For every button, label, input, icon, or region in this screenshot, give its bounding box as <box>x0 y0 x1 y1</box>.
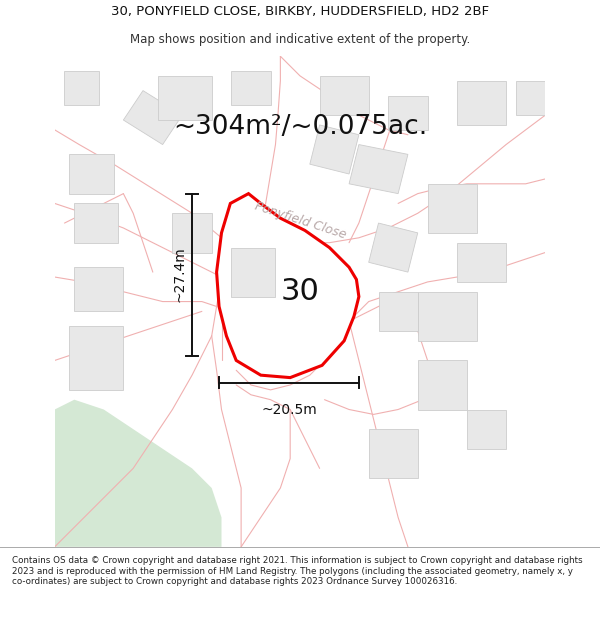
Text: 30: 30 <box>281 278 319 306</box>
Polygon shape <box>124 91 182 144</box>
Polygon shape <box>217 194 359 378</box>
Polygon shape <box>388 96 428 130</box>
Polygon shape <box>516 81 545 115</box>
Polygon shape <box>349 144 408 194</box>
Polygon shape <box>368 223 418 272</box>
Text: ~20.5m: ~20.5m <box>261 402 317 416</box>
Polygon shape <box>418 361 467 409</box>
Polygon shape <box>232 248 275 297</box>
Polygon shape <box>310 125 359 174</box>
Polygon shape <box>428 184 476 233</box>
Polygon shape <box>55 400 221 547</box>
Polygon shape <box>70 326 124 390</box>
Text: Contains OS data © Crown copyright and database right 2021. This information is : Contains OS data © Crown copyright and d… <box>12 556 583 586</box>
Polygon shape <box>467 409 506 449</box>
Polygon shape <box>457 81 506 125</box>
Polygon shape <box>64 71 99 105</box>
Text: Ponyfield Close: Ponyfield Close <box>253 199 347 241</box>
Polygon shape <box>232 71 271 105</box>
Polygon shape <box>320 76 368 115</box>
Text: ~27.4m: ~27.4m <box>173 247 187 302</box>
Polygon shape <box>70 154 113 194</box>
Polygon shape <box>172 213 212 253</box>
Text: 30, PONYFIELD CLOSE, BIRKBY, HUDDERSFIELD, HD2 2BF: 30, PONYFIELD CLOSE, BIRKBY, HUDDERSFIEL… <box>111 5 489 18</box>
Polygon shape <box>74 204 118 242</box>
Polygon shape <box>158 76 212 120</box>
Polygon shape <box>457 242 506 282</box>
Polygon shape <box>418 292 476 341</box>
Polygon shape <box>379 292 418 331</box>
Text: Map shows position and indicative extent of the property.: Map shows position and indicative extent… <box>130 33 470 46</box>
Polygon shape <box>74 268 124 311</box>
Polygon shape <box>368 429 418 478</box>
Text: ~304m²/~0.075ac.: ~304m²/~0.075ac. <box>173 114 427 141</box>
